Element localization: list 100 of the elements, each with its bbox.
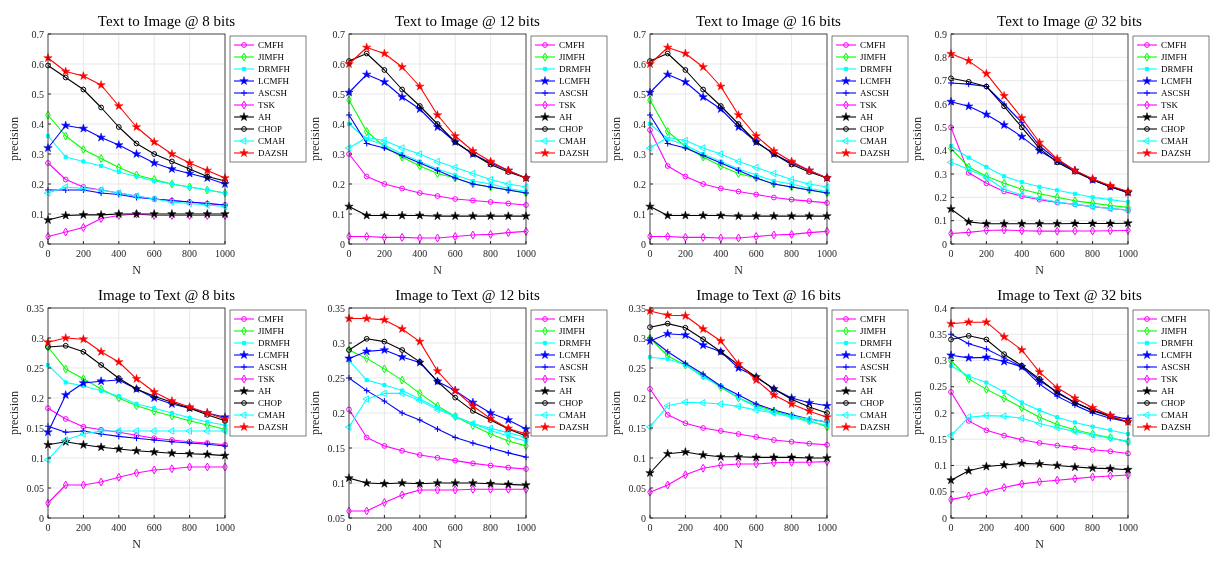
legend-label: CMAH [1161, 410, 1189, 421]
legend-label: CMAH [258, 136, 286, 147]
y-tick-label: 0.15 [327, 442, 345, 454]
x-tick-label: 1000 [516, 522, 536, 533]
x-tick-label: 400 [1014, 522, 1030, 533]
x-tick-label: 200 [75, 522, 91, 533]
y-tick-label: 0.1 [332, 477, 345, 489]
legend-label: DRMFH [1161, 64, 1194, 75]
y-tick-label: 0.4 [934, 145, 947, 157]
x-tick-label: 1000 [1118, 522, 1138, 533]
legend-label: CMFH [258, 40, 285, 51]
legend-label: TSK [1161, 100, 1179, 111]
legend-label: DRMFH [860, 338, 893, 349]
y-tick-label: 0.3 [332, 337, 345, 349]
x-axis-title: N [132, 263, 142, 277]
legend-label: CHOP [559, 124, 584, 135]
legend-label: JIMFH [1161, 326, 1188, 337]
legend-label: AH [258, 112, 272, 123]
chart-title: Text to Image @ 32 bits [997, 13, 1143, 29]
legend-label: AH [559, 112, 573, 123]
legend-label: ASCSH [860, 362, 890, 373]
x-tick-label: 200 [677, 522, 693, 533]
legend-label: CHOP [1161, 124, 1186, 135]
y-tick-label: 0.15 [929, 433, 947, 445]
legend-label: DAZSH [559, 422, 590, 433]
legend-label: CMFH [1161, 314, 1188, 325]
y-tick-label: 0.2 [934, 191, 947, 203]
x-tick-label: 200 [978, 248, 994, 259]
x-axis-title: N [132, 537, 142, 551]
legend-label: ASCSH [860, 88, 890, 99]
legend-label: CMFH [860, 314, 887, 325]
legend-label: AH [1161, 112, 1175, 123]
y-tick-label: 0.35 [628, 302, 646, 314]
y-tick-label: 0.5 [934, 121, 947, 133]
y-axis-title: precision [7, 117, 21, 161]
y-tick-label: 0 [942, 512, 947, 524]
x-tick-label: 400 [1014, 248, 1030, 259]
y-tick-label: 0.15 [26, 422, 44, 434]
legend-label: AH [559, 386, 573, 397]
y-tick-label: 0.25 [327, 372, 345, 384]
y-tick-label: 0.35 [929, 328, 947, 340]
x-axis-title: N [433, 537, 443, 551]
x-tick-label: 400 [111, 248, 127, 259]
x-tick-label: 200 [978, 522, 994, 533]
x-tick-label: 800 [483, 248, 499, 259]
y-axis-title: precision [308, 117, 322, 161]
legend-label: ASCSH [258, 88, 288, 99]
legend-label: DRMFH [559, 338, 592, 349]
x-tick-label: 800 [182, 248, 198, 259]
x-tick-label: 1000 [215, 522, 235, 533]
y-tick-label: 0.3 [31, 148, 44, 160]
legend-label: LCMFH [559, 350, 591, 361]
x-tick-label: 800 [1085, 248, 1101, 259]
y-tick-label: 0 [39, 512, 44, 524]
y-tick-label: 0.3 [31, 332, 44, 344]
legend-label: ASCSH [1161, 362, 1191, 373]
chart-title: Image to Text @ 8 bits [97, 287, 236, 303]
x-tick-label: 1000 [817, 248, 837, 259]
legend-label: CHOP [258, 398, 283, 409]
legend-label: JIMFH [1161, 52, 1188, 63]
x-tick-label: 800 [784, 248, 800, 259]
chart-title: Text to Image @ 12 bits [395, 13, 541, 29]
y-tick-label: 0.6 [31, 58, 44, 70]
y-tick-label: 0.05 [929, 486, 947, 498]
legend-label: AH [860, 386, 874, 397]
x-tick-label: 600 [146, 248, 162, 259]
y-tick-label: 0.1 [633, 208, 646, 220]
y-tick-label: 0.25 [929, 381, 947, 393]
legend-label: JIMFH [258, 52, 285, 63]
legend-label: LCMFH [258, 76, 290, 87]
y-tick-label: 0.25 [26, 362, 44, 374]
y-tick-label: 0.4 [332, 118, 345, 130]
y-axis-title: precision [308, 391, 322, 435]
y-tick-label: 0.05 [628, 482, 646, 494]
x-tick-label: 600 [748, 522, 764, 533]
y-tick-label: 0 [641, 512, 646, 524]
y-tick-label: 0.05 [327, 512, 345, 524]
y-tick-label: 0.8 [934, 51, 947, 63]
y-tick-label: 0.1 [934, 215, 947, 227]
legend-label: DAZSH [860, 422, 891, 433]
legend-label: CHOP [860, 124, 885, 135]
legend-label: LCMFH [860, 76, 892, 87]
legend-label: CMAH [258, 410, 286, 421]
legend-label: DRMFH [1161, 338, 1194, 349]
legend-label: ASCSH [559, 362, 589, 373]
y-tick-label: 0.5 [31, 88, 44, 100]
legend-label: DAZSH [258, 148, 289, 159]
y-tick-label: 0.2 [633, 178, 646, 190]
legend-label: LCMFH [1161, 350, 1193, 361]
y-tick-label: 0.3 [633, 332, 646, 344]
legend-label: CMAH [860, 410, 888, 421]
x-tick-label: 800 [182, 522, 198, 533]
y-tick-label: 0.3 [934, 355, 947, 366]
y-axis-title: precision [910, 117, 924, 161]
legend-label: TSK [559, 374, 577, 385]
legend-label: AH [258, 386, 272, 397]
legend-label: DRMFH [258, 64, 291, 75]
y-tick-label: 0.2 [633, 392, 646, 404]
y-axis-title: precision [910, 391, 924, 435]
y-tick-label: 0.7 [31, 28, 44, 40]
